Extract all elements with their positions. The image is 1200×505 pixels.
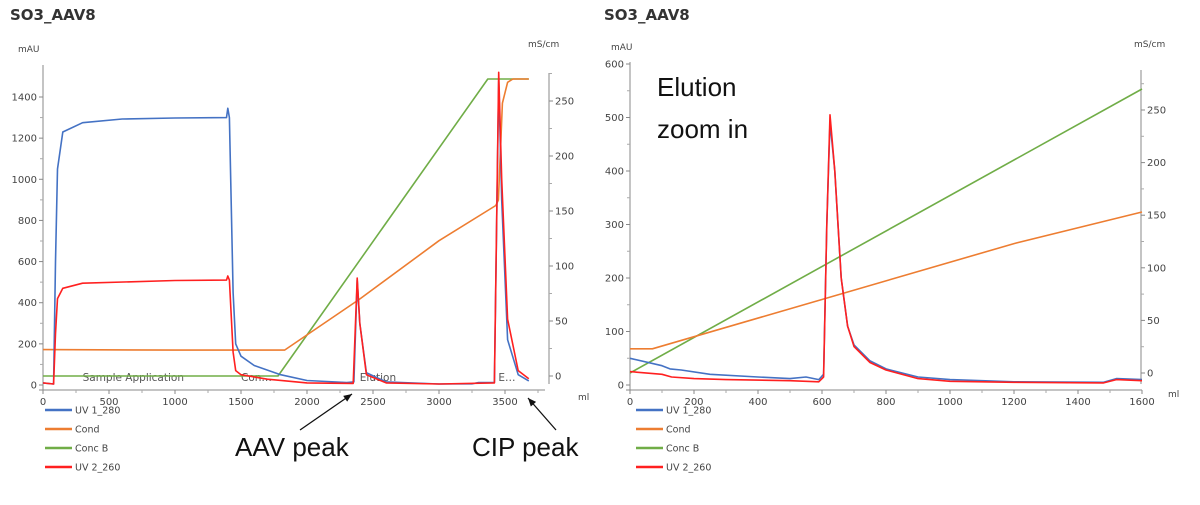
y2-tick-label: 50 (1147, 316, 1160, 327)
y2-tick-label: 250 (1147, 106, 1166, 117)
y2-tick-label: 0 (1147, 369, 1153, 380)
y-tick-label: 400 (18, 298, 37, 309)
legend-item: UV 2_260 (636, 463, 711, 474)
legend-label: Cond (75, 425, 100, 436)
legend-label: Conc B (75, 444, 108, 455)
y2-tick-label: 200 (1147, 158, 1166, 169)
x-axis-label: ml (1168, 390, 1179, 400)
series-line-uv-1-280 (42, 79, 530, 385)
legend-item: Conc B (636, 444, 699, 455)
y-tick-label: 300 (605, 220, 624, 231)
y2-tick-label: 200 (555, 152, 574, 163)
y-tick-label: 0 (618, 381, 624, 392)
x-tick-label: 1500 (228, 397, 253, 408)
y2-tick-label: 0 (555, 372, 561, 383)
y2-tick-label: 150 (1147, 211, 1166, 222)
y2-tick-label: 250 (555, 97, 574, 108)
x-tick-label: 1000 (162, 397, 187, 408)
x-tick-label: 600 (812, 397, 831, 408)
x-axis-label: ml (578, 393, 589, 403)
y2-tick-label: 100 (1147, 263, 1166, 274)
x-tick-label: 0 (40, 397, 46, 408)
y-tick-label: 500 (605, 113, 624, 124)
phase-label: E… (498, 372, 515, 384)
series-line-uv-1-280 (629, 121, 1143, 384)
y-axis-label: mAU (18, 45, 40, 55)
phase-label: Sample Application (83, 372, 184, 384)
legend-item: Cond (45, 425, 100, 436)
y2-tick-label: 100 (555, 262, 574, 273)
chart-title: SO3_AAV8 (10, 6, 96, 24)
x-tick-label: 2500 (360, 397, 385, 408)
series-line-conc-b (629, 88, 1143, 374)
y-tick-label: 400 (605, 167, 624, 178)
legend-label: UV 1_280 (75, 406, 120, 417)
annotation-elution-line1: Elution (657, 72, 737, 102)
series-line-uv-2-260 (629, 114, 1143, 384)
y-tick-label: 0 (31, 381, 37, 392)
y-tick-label: 800 (18, 216, 37, 227)
series-line-uv-2-260 (42, 71, 530, 385)
x-tick-label: 1200 (1001, 397, 1026, 408)
legend-item: UV 1_280 (45, 406, 120, 417)
y2-tick-label: 150 (555, 207, 574, 218)
x-tick-label: 200 (684, 397, 703, 408)
x-tick-label: 3000 (426, 397, 451, 408)
y-tick-label: 1400 (12, 93, 37, 104)
legend-label: UV 2_260 (75, 463, 120, 474)
x-tick-label: 0 (627, 397, 633, 408)
y-tick-label: 600 (18, 257, 37, 268)
x-tick-label: 400 (748, 397, 767, 408)
y2-tick-label: 50 (555, 317, 568, 328)
y-tick-label: 1200 (12, 134, 37, 145)
x-tick-label: 500 (99, 397, 118, 408)
x-tick-label: 1400 (1065, 397, 1090, 408)
series-line-conc-b (43, 78, 529, 377)
annotation-cip-peak: CIP peak (472, 432, 579, 462)
series-line-cond (42, 78, 529, 351)
x-tick-label: 1600 (1129, 397, 1154, 408)
y-tick-label: 1000 (12, 175, 37, 186)
annotation-aav-peak: AAV peak (235, 432, 350, 462)
chart-title: SO3_AAV8 (604, 6, 690, 24)
y2-axis-label: mS/cm (1134, 40, 1165, 50)
y-tick-label: 200 (18, 339, 37, 350)
series-line-cond (630, 211, 1143, 350)
x-tick-label: 2000 (294, 397, 319, 408)
annotation-elution-line2: zoom in (657, 114, 748, 144)
y-axis-label: mAU (611, 43, 633, 53)
cip-peak-arrow-head (528, 398, 537, 407)
aav-peak-arrow-head (343, 394, 352, 402)
y-tick-label: 600 (605, 60, 624, 71)
y-tick-label: 200 (605, 274, 624, 285)
aav-peak-arrow (299, 393, 353, 431)
legend-label: Cond (666, 425, 691, 436)
legend-label: Conc B (666, 444, 699, 455)
x-tick-label: 1000 (937, 397, 962, 408)
legend-item: Cond (636, 425, 691, 436)
legend-label: UV 2_260 (666, 463, 711, 474)
legend-label: UV 1_280 (666, 406, 711, 417)
x-tick-label: 800 (876, 397, 895, 408)
x-tick-label: 3500 (492, 397, 517, 408)
y-tick-label: 100 (605, 327, 624, 338)
legend-item: UV 2_260 (45, 463, 120, 474)
legend-item: UV 1_280 (636, 406, 711, 417)
y2-axis-label: mS/cm (528, 40, 559, 50)
legend-item: Conc B (45, 444, 108, 455)
